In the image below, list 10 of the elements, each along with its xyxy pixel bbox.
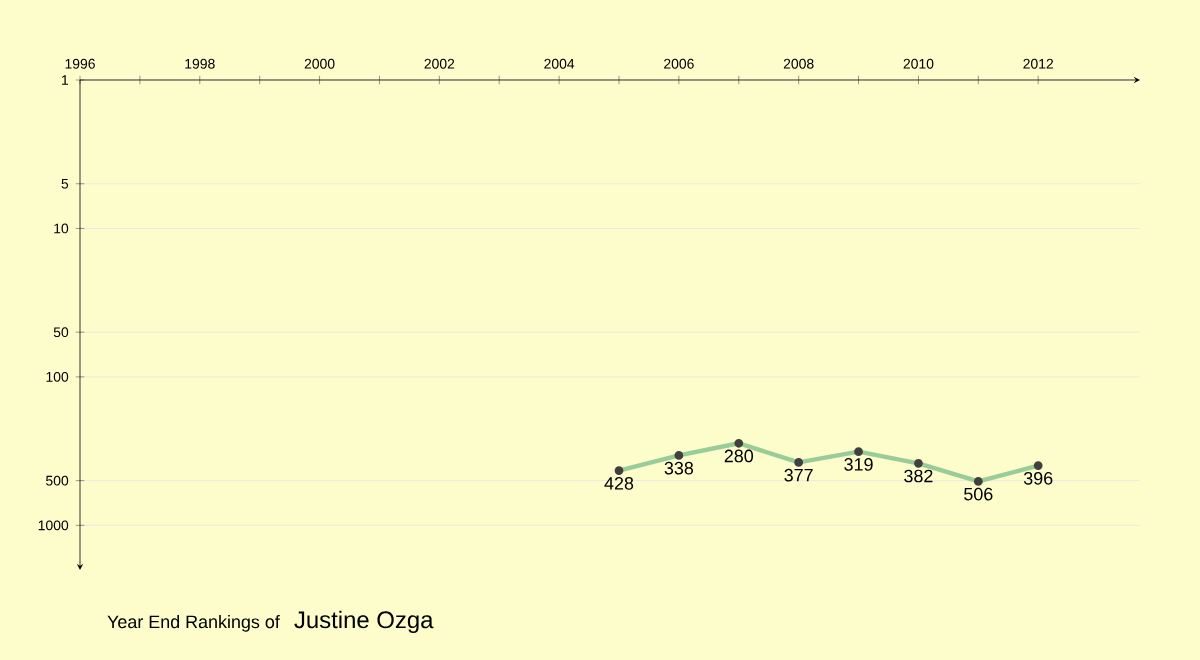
data-label: 382 — [904, 469, 933, 483]
text: Justine Ozga — [294, 610, 434, 633]
data-label: 280 — [724, 449, 754, 463]
data-label: 506 — [964, 487, 993, 501]
text: Year End Rankings of — [107, 615, 280, 632]
data-label: 319 — [844, 458, 873, 471]
data-label: 396 — [1023, 471, 1053, 485]
data-label: 377 — [784, 468, 813, 482]
data-label: 338 — [664, 461, 694, 475]
data-label: 428 — [604, 476, 634, 490]
